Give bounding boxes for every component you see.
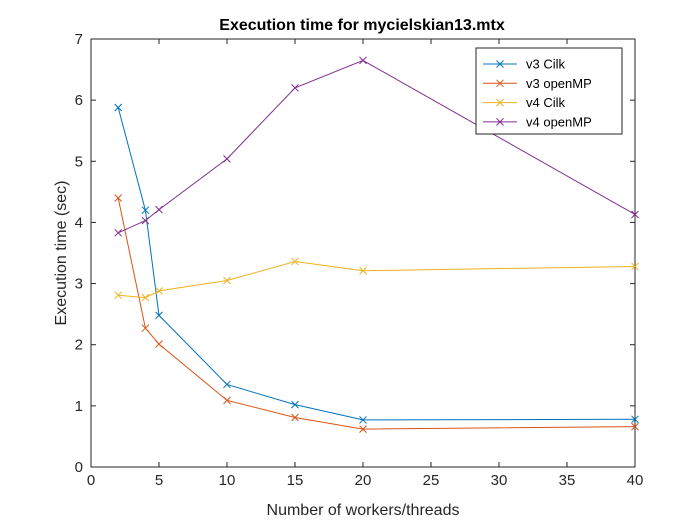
x-tick-label: 30: [491, 472, 508, 489]
legend-item: v3 Cilk: [483, 57, 566, 72]
data-point-marker: [223, 154, 231, 163]
data-point-marker: [359, 266, 367, 275]
y-tick-label: 4: [75, 214, 83, 231]
data-point-marker: [359, 56, 367, 65]
data-point-marker: [631, 422, 639, 431]
x-axis-label: Number of workers/threads: [267, 502, 460, 519]
data-point-marker: [631, 415, 639, 424]
data-point-marker: [155, 287, 163, 295]
data-point-marker: [114, 228, 123, 237]
data-point-marker: [223, 396, 231, 405]
data-point-marker: [291, 400, 299, 409]
data-point-marker: [141, 216, 150, 225]
legend-item: v3 openMP: [483, 76, 592, 91]
legend-box: [475, 47, 623, 135]
y-tick-label: 2: [75, 337, 83, 354]
legend-item: v4 Cilk: [483, 95, 566, 110]
data-point-marker: [141, 324, 150, 333]
y-tick-label: 0: [75, 459, 83, 476]
data-point-marker: [114, 103, 123, 112]
data-point-marker: [291, 257, 299, 266]
data-point-marker: [223, 380, 231, 389]
data-point-marker: [631, 262, 639, 271]
x-tick-label: 35: [559, 472, 576, 489]
data-point-marker: [114, 194, 123, 202]
legend: v3 Cilk v3 openMP v4 Cilk v4 openMP: [475, 47, 623, 135]
legend-label: v3 Cilk: [526, 57, 566, 72]
data-point-marker: [291, 84, 299, 92]
legend-marker: [496, 79, 504, 88]
data-point-marker: [155, 311, 163, 320]
y-tick-label: 6: [75, 92, 83, 109]
y-axis-label: Execution time (sec): [53, 181, 70, 326]
series-v3-cilk: [114, 103, 639, 424]
x-tick-label: 20: [355, 472, 372, 489]
data-point-marker: [359, 425, 367, 433]
data-point-marker: [155, 340, 163, 348]
series-v4-openmp: [114, 56, 639, 237]
x-tick-label: 15: [287, 472, 304, 489]
legend-marker: [496, 60, 504, 68]
data-point-marker: [114, 291, 123, 300]
legend-label: v4 Cilk: [526, 95, 566, 110]
data-point-marker: [359, 416, 367, 424]
legend-label: v3 openMP: [526, 76, 592, 91]
y-tick-label: 5: [75, 153, 83, 170]
legend-marker: [496, 98, 504, 107]
data-point-marker: [141, 206, 150, 215]
x-tick-label: 10: [219, 472, 236, 489]
legend-item: v4 openMP: [483, 114, 592, 129]
series-v3-openmp: [114, 194, 639, 433]
data-point-marker: [631, 210, 639, 219]
x-tick-label: 25: [423, 472, 440, 489]
data-point-marker: [223, 276, 231, 285]
chart-title: Execution time for mycielskian13.mtx: [219, 17, 505, 34]
x-tick-label: 5: [155, 472, 163, 489]
series-v4-cilk: [114, 257, 639, 302]
x-tick-label: 0: [87, 472, 95, 489]
data-point-marker: [291, 413, 299, 422]
legend-label: v4 openMP: [526, 114, 592, 129]
y-tick-label: 7: [75, 31, 83, 48]
y-tick-label: 1: [75, 398, 83, 415]
y-tick-label: 3: [75, 276, 83, 293]
x-tick-label: 40: [627, 472, 644, 489]
data-point-marker: [155, 205, 163, 214]
data-point-marker: [141, 293, 150, 302]
legend-marker: [496, 118, 504, 126]
